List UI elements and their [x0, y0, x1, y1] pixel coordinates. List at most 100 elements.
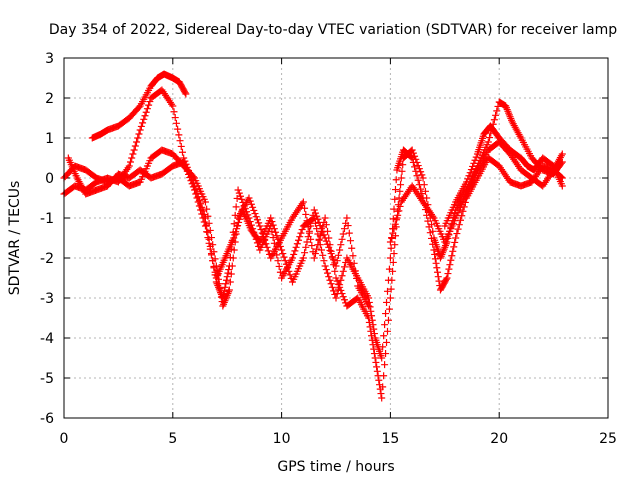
data-point	[407, 153, 415, 161]
marker-layer	[60, 70, 566, 402]
data-point	[313, 245, 321, 253]
data-point	[231, 231, 239, 239]
data-point	[330, 256, 338, 264]
data-point	[381, 321, 389, 329]
data-point	[331, 267, 339, 275]
data-point	[227, 270, 235, 278]
data-point	[390, 205, 398, 213]
data-point	[239, 198, 247, 206]
data-point	[207, 251, 215, 259]
data-point	[390, 225, 398, 233]
data-point	[343, 214, 351, 222]
data-point	[396, 202, 404, 210]
data-point	[307, 222, 315, 230]
data-point	[197, 206, 205, 214]
data-point	[426, 229, 434, 237]
data-point	[415, 165, 423, 173]
data-point	[189, 183, 197, 191]
data-point	[273, 251, 281, 259]
data-point	[391, 220, 399, 228]
data-point	[396, 187, 404, 195]
data-point	[466, 169, 474, 177]
y-tick-label: 0	[45, 171, 54, 187]
data-point	[282, 260, 290, 268]
data-point	[304, 233, 312, 241]
data-point	[451, 238, 459, 246]
data-point	[128, 154, 136, 162]
data-point	[414, 162, 422, 170]
data-point	[397, 181, 405, 189]
data-point	[175, 131, 183, 139]
data-point	[387, 244, 395, 252]
data-point	[388, 234, 396, 242]
data-point	[193, 194, 201, 202]
data-point	[386, 294, 394, 302]
y-tick-label: -3	[40, 291, 54, 307]
data-point	[210, 262, 218, 270]
data-point	[345, 229, 353, 237]
data-point	[353, 274, 361, 282]
data-point	[412, 167, 420, 175]
data-point	[264, 247, 272, 255]
data-point	[311, 219, 319, 227]
data-point	[424, 217, 432, 225]
data-point	[409, 158, 417, 166]
data-point	[322, 266, 330, 274]
data-point	[169, 102, 177, 110]
data-point	[247, 200, 255, 208]
data-point	[382, 310, 390, 318]
data-point	[383, 327, 391, 335]
data-point	[383, 298, 391, 306]
data-point	[203, 205, 211, 213]
data-point	[380, 332, 388, 340]
data-point	[455, 221, 463, 229]
data-point	[252, 213, 260, 221]
data-point	[391, 195, 399, 203]
data-point	[371, 354, 379, 362]
data-point	[395, 207, 403, 215]
data-point	[315, 218, 323, 226]
data-point	[334, 251, 342, 259]
data-point	[339, 267, 347, 275]
data-point	[367, 307, 375, 315]
data-point	[397, 174, 405, 182]
data-point	[211, 268, 219, 276]
data-point	[206, 245, 214, 253]
data-point	[338, 235, 346, 243]
data-point	[295, 236, 303, 244]
data-point	[380, 372, 388, 380]
data-point	[351, 267, 359, 275]
data-point	[387, 285, 395, 293]
data-point	[201, 198, 209, 206]
data-point	[131, 142, 139, 150]
data-point	[311, 250, 319, 258]
data-point	[381, 361, 389, 369]
data-point	[465, 172, 473, 180]
data-point	[417, 185, 425, 193]
data-point	[339, 293, 347, 301]
data-point	[263, 243, 271, 251]
data-point	[317, 225, 325, 233]
data-point	[365, 302, 373, 310]
data-point	[172, 119, 180, 127]
data-point	[322, 237, 330, 245]
data-point	[372, 358, 380, 366]
data-point	[442, 275, 450, 283]
data-point	[370, 330, 378, 338]
data-point	[348, 244, 356, 252]
data-point	[245, 194, 253, 202]
data-point	[383, 338, 391, 346]
data-point	[293, 240, 301, 248]
data-point	[135, 103, 143, 111]
data-point	[225, 262, 233, 270]
data-point	[321, 262, 329, 270]
data-point	[337, 276, 345, 284]
data-point	[431, 255, 439, 263]
data-point	[333, 257, 341, 265]
y-tick-label: -4	[40, 331, 54, 347]
data-point	[457, 216, 465, 224]
data-point	[201, 222, 209, 230]
data-point	[392, 216, 400, 224]
